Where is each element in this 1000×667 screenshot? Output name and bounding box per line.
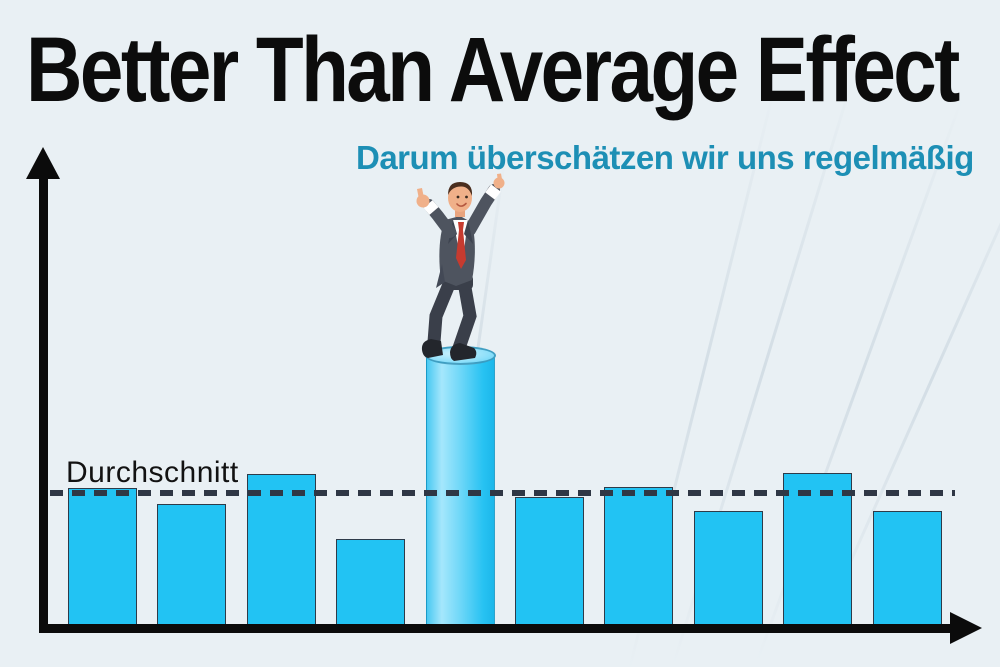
tie xyxy=(456,222,466,269)
hair xyxy=(448,182,473,196)
finger-right xyxy=(497,173,503,183)
lapel-right xyxy=(464,220,473,244)
average-label: Durchschnitt xyxy=(66,456,239,489)
eye-right xyxy=(465,195,468,199)
bar-6 xyxy=(515,497,584,631)
head xyxy=(448,184,472,212)
bar-8 xyxy=(694,511,763,631)
bar-3 xyxy=(247,474,316,631)
eye-left xyxy=(456,195,460,199)
shoe-right xyxy=(450,343,477,361)
bar-10 xyxy=(873,511,942,631)
bar-2 xyxy=(157,504,226,631)
jacket-tail xyxy=(436,264,445,288)
arrow-right-icon xyxy=(950,612,982,644)
bar-4 xyxy=(336,539,405,631)
leg-left xyxy=(427,275,457,349)
bar-1 xyxy=(68,488,137,631)
page-title: Better Than Average Effect xyxy=(26,19,960,121)
smile xyxy=(456,202,467,207)
businessman-illustration xyxy=(416,173,505,361)
bar-7 xyxy=(604,487,673,631)
y-axis xyxy=(26,147,60,633)
cuff-right xyxy=(485,184,501,200)
average-line xyxy=(50,490,955,496)
bar-9 xyxy=(783,473,852,631)
subtitle: Darum überschätzen wir uns regelmäßig xyxy=(356,139,974,176)
cuff-left xyxy=(423,200,439,215)
leg-right xyxy=(452,275,477,355)
thumb-left xyxy=(417,188,424,200)
arrow-up-icon xyxy=(26,147,60,179)
shoe-left xyxy=(421,339,443,358)
x-axis xyxy=(39,612,982,644)
